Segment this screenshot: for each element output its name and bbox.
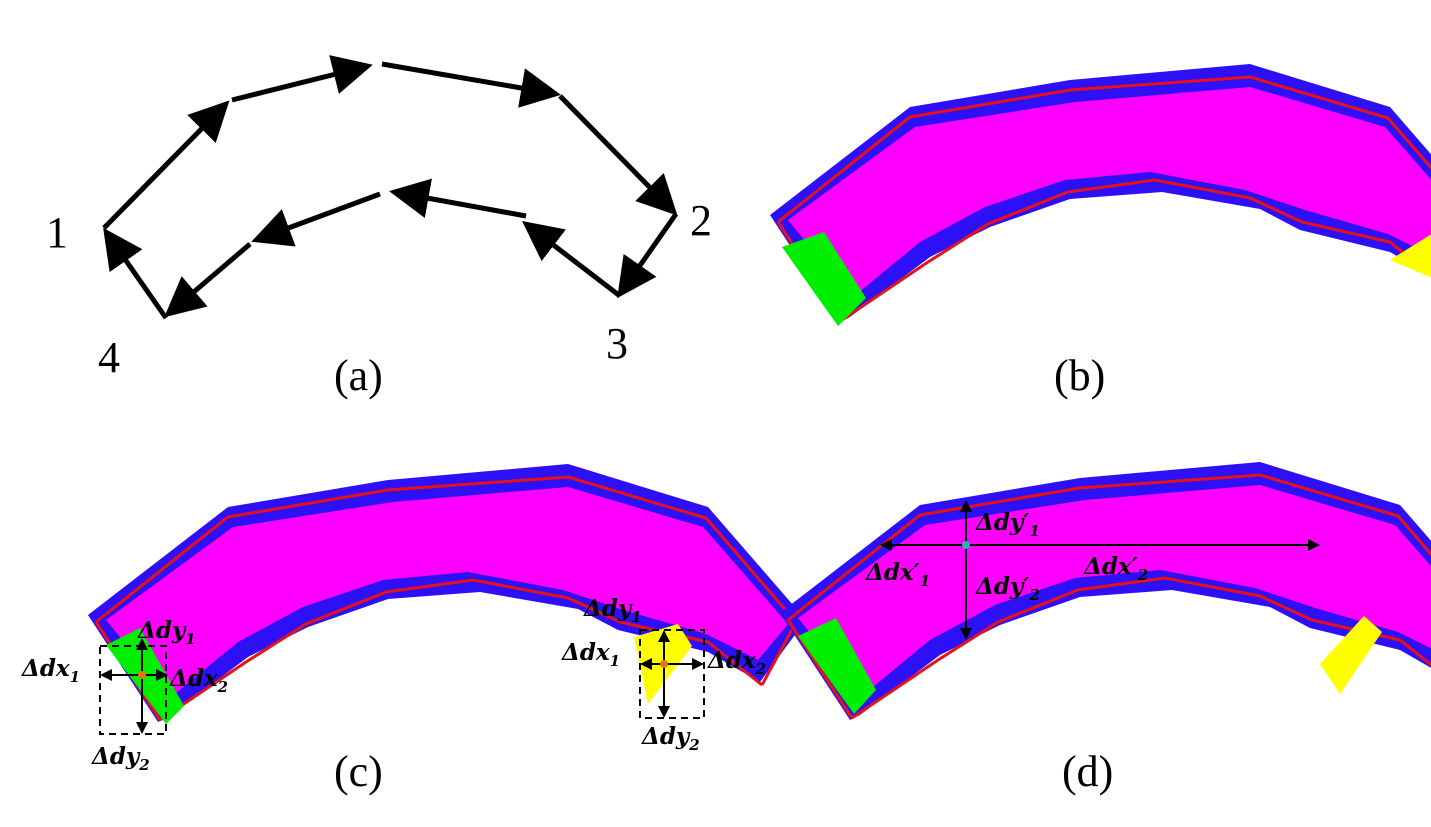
arrow-segment xyxy=(251,191,381,247)
arrow-segment xyxy=(617,212,679,299)
corner-label-4: 4 xyxy=(98,333,120,382)
left-end-block xyxy=(782,232,866,326)
arrow-segment xyxy=(558,94,678,216)
panel-label-d: (d) xyxy=(1062,747,1113,796)
c-right-dx2: Δdx2 xyxy=(707,647,766,678)
panel-c-annotations: Δdy1 Δdx1 Δdx2 Δdy2 Δdy1 Δdx1 Δdx2 Δdy2 … xyxy=(21,595,766,796)
dashed-box xyxy=(639,629,705,719)
arrow-segment xyxy=(389,178,527,219)
d-dx2: Δdx′2 xyxy=(1083,553,1148,584)
d-dy2: Δdy′2 xyxy=(975,573,1040,604)
center-point xyxy=(962,541,970,549)
center-point xyxy=(138,671,146,679)
contour-arrows xyxy=(102,55,679,320)
c-right-dy2: Δdy2 xyxy=(641,723,700,754)
arrow-segment xyxy=(381,61,561,108)
panel-label-c: (c) xyxy=(334,747,383,796)
right-end-block xyxy=(1320,616,1382,694)
c-left-dy2: Δdy2 xyxy=(91,743,150,774)
panel-label-a: (a) xyxy=(334,351,383,400)
arrow-segment xyxy=(103,227,169,320)
c-left-dx2: Δdx2 xyxy=(169,665,228,696)
panel-label-b: (b) xyxy=(1054,351,1105,400)
corner-label-1: 1 xyxy=(46,208,68,257)
c-left-dy1: Δdy1 xyxy=(137,617,196,648)
corner-label-2: 2 xyxy=(690,196,712,245)
arrow-segment xyxy=(231,55,373,103)
dashed-box xyxy=(99,645,167,735)
panel-d-annotations: Δdy′1 Δdx′1 Δdy′2 Δdx′2 (d) xyxy=(865,500,1320,796)
d-dx1: Δdx′1 xyxy=(865,559,930,590)
c-left-dx1: Δdx1 xyxy=(21,655,80,686)
panel-d xyxy=(778,460,1431,722)
c-right-dy1: Δdy1 xyxy=(583,595,642,626)
c-right-dx1: Δdx1 xyxy=(561,639,620,670)
center-point xyxy=(660,660,668,668)
d-dy1: Δdy′1 xyxy=(975,509,1040,540)
panel-a: 1 2 3 4 (a) xyxy=(46,55,712,400)
right-end-block xyxy=(1390,234,1431,278)
left-end-block xyxy=(798,618,876,714)
panel-b: (b) xyxy=(768,62,1431,400)
arrow-segment xyxy=(164,242,252,318)
corner-label-3: 3 xyxy=(606,319,628,368)
arrow-segment xyxy=(522,220,622,298)
arrow-segment xyxy=(102,100,230,230)
